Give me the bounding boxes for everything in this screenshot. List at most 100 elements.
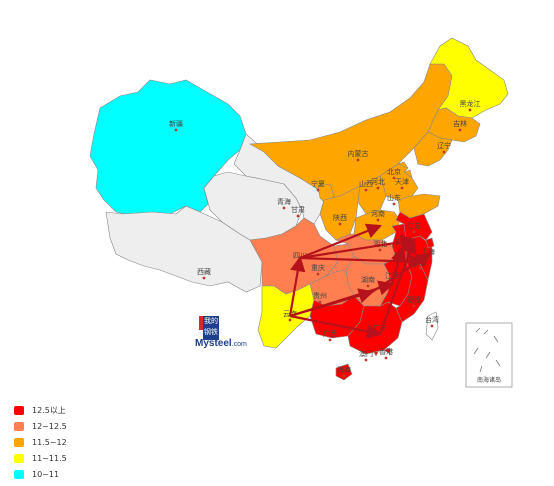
flow-arrow-2 — [289, 314, 383, 339]
nanhai-inset: 南海诸岛 — [465, 322, 513, 388]
province-label-taiwan: 台湾 — [425, 315, 439, 324]
province-heilongjiang — [429, 37, 509, 119]
province-label-heilongjiang: 黑龙江 — [460, 99, 481, 108]
legend-swatch — [14, 405, 24, 415]
province-label-jilin: 吉林 — [453, 119, 467, 128]
city-dot-guizhou — [318, 300, 322, 304]
city-dot-shandong — [392, 202, 396, 206]
province-label-shanghai: 上海 — [421, 247, 435, 256]
province-label-hebei: 河北 — [371, 178, 385, 186]
flow-arrow-0 — [288, 255, 306, 317]
province-aomen — [373, 351, 379, 357]
city-dot-jilin — [458, 128, 462, 132]
province-label-chongqing: 重庆 — [311, 263, 325, 272]
flow-arrow-6 — [299, 234, 417, 260]
province-label-neimenggu: 内蒙古 — [348, 149, 369, 158]
city-dot-zhejiang — [418, 266, 422, 270]
city-dot-beijing — [392, 176, 396, 180]
province-label-jiangsu: 江苏 — [407, 221, 421, 230]
province-label-liaoning: 辽宁 — [437, 141, 451, 150]
province-label-hubei: 湖北 — [373, 239, 387, 248]
legend-label: 12~12.5 — [32, 421, 67, 431]
province-label-fujian: 福建 — [407, 295, 421, 304]
province-xianggang — [383, 347, 391, 355]
logo-cn-bottom: 钢铁 — [204, 328, 218, 336]
city-dot-qinghai — [282, 206, 286, 210]
province-label-gansu: 甘肃 — [291, 205, 305, 214]
logo-blue-block — [203, 316, 219, 340]
city-dot-henan — [376, 218, 380, 222]
province-label-tianjin: 天津 — [395, 178, 409, 186]
city-dot-liaoning — [442, 150, 446, 154]
province-liaoning — [413, 131, 453, 167]
flow-arrow-8 — [371, 252, 432, 293]
province-label-shandong: 山东 — [387, 193, 401, 202]
flow-arrow-9 — [390, 245, 406, 285]
legend: 12.5以上 12~12.5 11.5~12 11~11.5 10~11 — [14, 402, 67, 482]
logo-cn-top: 我的 — [204, 317, 218, 325]
city-dot-hubei — [378, 248, 382, 252]
logo-brand: Mysteel.com — [195, 338, 247, 349]
province-shanxi — [357, 175, 387, 215]
city-dot-hebei — [376, 186, 380, 190]
legend-item: 12~12.5 — [14, 418, 67, 434]
city-dot-taiwan — [430, 324, 434, 328]
legend-item: 10~11 — [14, 466, 67, 482]
province-label-aomen: 澳门 — [359, 349, 373, 358]
province-label-hunan: 湖南 — [361, 275, 375, 284]
city-dot-hainan — [342, 374, 346, 378]
city-dot-shanxi — [364, 188, 368, 192]
mysteel-logo: 我的 钢铁 Mysteel.com — [195, 316, 251, 350]
province-qinghai — [203, 171, 303, 241]
legend-swatch — [14, 421, 24, 431]
province-label-hainan: 海南 — [337, 365, 351, 374]
city-dot-ningxia — [316, 188, 320, 192]
city-dot-neimenggu — [356, 158, 360, 162]
province-label-guizhou: 贵州 — [313, 291, 327, 300]
province-label-guangxi: 广西 — [323, 329, 337, 338]
legend-swatch — [14, 437, 24, 447]
province-shaanxi — [319, 185, 361, 241]
legend-label: 11~11.5 — [32, 453, 67, 463]
province-label-xizang: 西藏 — [197, 267, 211, 276]
province-label-guangdong: 广东 — [373, 323, 387, 332]
nanhai-label: 南海诸岛 — [477, 376, 501, 384]
city-dot-yunnan — [288, 318, 292, 322]
province-label-xianggang: 香港 — [379, 347, 393, 356]
city-dot-aomen — [364, 358, 368, 362]
city-dot-tianjin — [400, 186, 404, 190]
province-label-ningxia: 宁夏 — [311, 179, 325, 188]
city-dot-guangxi — [328, 338, 332, 342]
legend-label: 11.5~12 — [32, 437, 67, 447]
city-dot-hunan — [366, 284, 370, 288]
legend-item: 11.5~12 — [14, 434, 67, 450]
legend-label: 12.5以上 — [32, 405, 66, 415]
city-dot-xianggang — [384, 356, 388, 360]
province-yunnan — [257, 283, 315, 349]
province-label-shanxi: 山西 — [359, 179, 373, 188]
province-hainan — [335, 363, 353, 381]
province-label-shaanxi: 陕西 — [333, 213, 347, 222]
province-xizang — [105, 205, 263, 293]
province-shanghai — [425, 237, 435, 249]
province-jiangsu — [395, 211, 433, 241]
province-label-xinjiang: 新疆 — [169, 119, 183, 128]
province-label-jiangxi: 江西 — [385, 272, 399, 280]
province-label-qinghai: 青海 — [277, 197, 291, 206]
city-dot-xinjiang — [174, 128, 178, 132]
city-dot-chongqing — [316, 272, 320, 276]
city-dot-jiangsu — [412, 230, 416, 234]
legend-item: 11~11.5 — [14, 450, 67, 466]
city-dot-shaanxi — [338, 222, 342, 226]
city-dot-fujian — [412, 304, 416, 308]
province-label-beijing: 北京 — [387, 167, 401, 176]
city-dot-heilongjiang — [468, 108, 472, 112]
legend-swatch — [14, 469, 24, 479]
flow-arrow-7 — [378, 237, 417, 335]
city-dot-gansu — [296, 214, 300, 218]
province-label-henan: 河南 — [371, 209, 385, 218]
legend-label: 10~11 — [32, 469, 60, 479]
city-dot-xizang — [202, 276, 206, 280]
legend-item: 12.5以上 — [14, 402, 67, 418]
